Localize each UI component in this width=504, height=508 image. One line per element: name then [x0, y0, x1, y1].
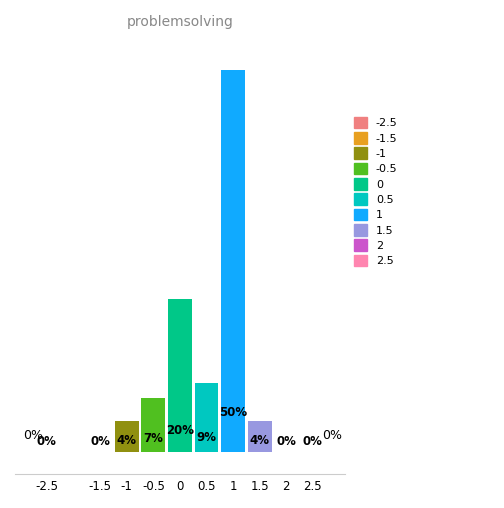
Text: 4%: 4%	[117, 434, 137, 447]
Bar	[221, 70, 245, 452]
Text: 9%: 9%	[197, 431, 217, 444]
Title: problemsolving: problemsolving	[127, 15, 233, 29]
Bar	[248, 421, 272, 452]
Text: 0%: 0%	[37, 435, 57, 449]
Bar	[115, 421, 139, 452]
Text: 0%: 0%	[23, 429, 43, 442]
Text: 0%: 0%	[90, 435, 110, 449]
Text: 4%: 4%	[249, 434, 270, 447]
Text: 0%: 0%	[276, 435, 296, 449]
Text: 0%: 0%	[323, 429, 343, 442]
Bar	[195, 383, 219, 452]
Text: 0%: 0%	[303, 435, 323, 449]
Bar	[168, 299, 192, 452]
Text: 7%: 7%	[143, 432, 163, 445]
Text: 50%: 50%	[219, 406, 247, 419]
Text: 20%: 20%	[166, 424, 194, 437]
Legend: -2.5, -1.5, -1, -0.5, 0, 0.5, 1, 1.5, 2, 2.5: -2.5, -1.5, -1, -0.5, 0, 0.5, 1, 1.5, 2,…	[354, 117, 398, 266]
Bar	[141, 398, 165, 452]
